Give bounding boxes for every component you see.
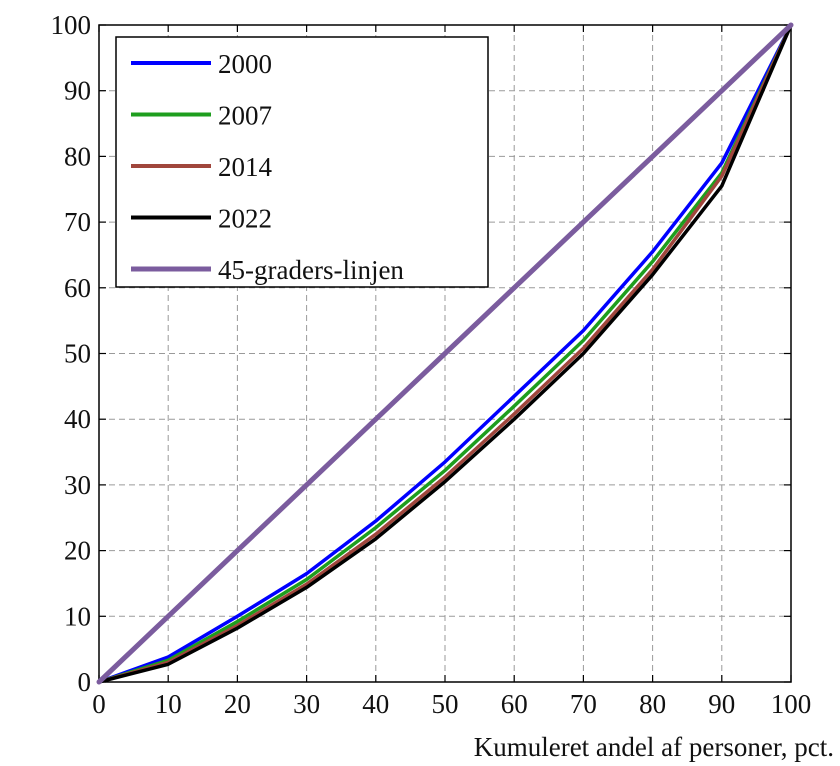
legend: 2000 2007 2014 2022 45-graders-linjen: [115, 36, 489, 288]
y-tick-label: 40: [64, 404, 91, 434]
legend-label: 2022: [218, 204, 272, 234]
series-line-2014: [97, 23, 793, 684]
legend-box: [115, 36, 489, 288]
legend-label: 45-graders-linjen: [218, 255, 404, 285]
y-tick-label: 20: [64, 536, 91, 566]
x-tick-label: 10: [155, 689, 182, 719]
series-line-2022: [97, 23, 793, 684]
y-tick-label: 0: [78, 667, 92, 697]
y-tick-label: 60: [64, 273, 91, 303]
series-line-2007: [97, 23, 793, 684]
y-tick-label: 30: [64, 470, 91, 500]
x-tick-label: 80: [639, 689, 666, 719]
series-line-2000: [97, 23, 793, 684]
legend-label: 2014: [218, 152, 273, 182]
series-lines: [96, 22, 794, 685]
axis-ticks: 0 10 20 30 40 50 60 70 80 90 100 0 10 20 30 40 50 60 70 80 9…: [51, 10, 812, 719]
x-tick-label: 60: [501, 689, 528, 719]
legend-label: 2000: [218, 49, 272, 79]
x-tick-label: 40: [362, 689, 389, 719]
x-tick-label: 90: [708, 689, 735, 719]
y-tick-label: 80: [64, 141, 91, 171]
y-tick-label: 100: [51, 10, 92, 40]
x-tick-label: 50: [432, 689, 459, 719]
x-tick-label: 0: [92, 689, 106, 719]
y-tick-label: 70: [64, 207, 91, 237]
x-tick-label: 30: [293, 689, 320, 719]
x-tick-label: 100: [771, 689, 812, 719]
y-tick-label: 10: [64, 601, 91, 631]
legend-label: 2007: [218, 101, 272, 131]
x-tick-label: 20: [224, 689, 251, 719]
x-axis-label: Kumuleret andel af personer, pct.: [474, 732, 834, 762]
y-tick-label: 90: [64, 76, 91, 106]
x-tick-label: 70: [570, 689, 597, 719]
series-line-45-graders-linjen: [96, 22, 794, 685]
y-tick-label: 50: [64, 339, 91, 369]
